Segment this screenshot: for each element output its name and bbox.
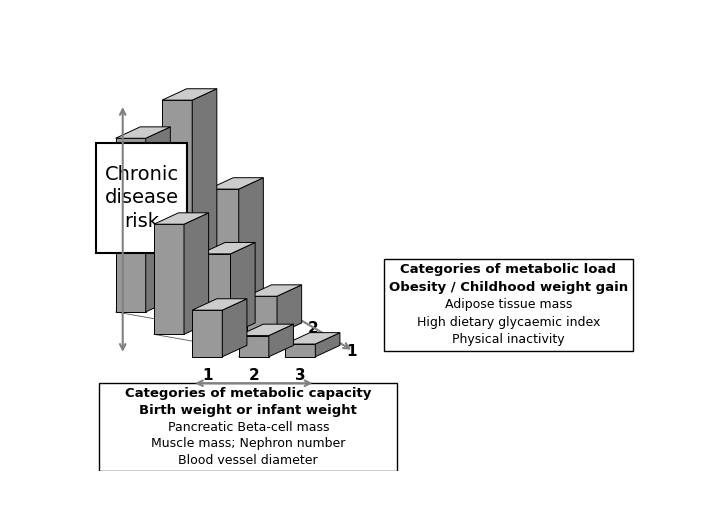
Text: Categories of metabolic load: Categories of metabolic load: [400, 263, 616, 276]
Polygon shape: [192, 299, 247, 310]
Polygon shape: [116, 138, 145, 312]
Polygon shape: [209, 189, 239, 312]
Polygon shape: [154, 224, 184, 334]
Polygon shape: [247, 285, 301, 296]
Text: Adipose tissue mass: Adipose tissue mass: [445, 298, 572, 312]
Polygon shape: [269, 324, 294, 357]
FancyBboxPatch shape: [384, 259, 633, 351]
Polygon shape: [192, 310, 222, 357]
Text: Categories of metabolic capacity: Categories of metabolic capacity: [125, 387, 371, 400]
Text: High dietary glycaemic index: High dietary glycaemic index: [417, 316, 600, 329]
Polygon shape: [316, 333, 340, 357]
Polygon shape: [222, 299, 247, 357]
Text: Obesity / Childhood weight gain: Obesity / Childhood weight gain: [388, 281, 628, 294]
Text: Chronic
disease
risk: Chronic disease risk: [104, 165, 179, 231]
Text: Birth weight or infant weight: Birth weight or infant weight: [139, 404, 357, 417]
Polygon shape: [201, 254, 230, 334]
FancyBboxPatch shape: [97, 143, 186, 253]
Polygon shape: [154, 213, 209, 224]
Text: 3: 3: [270, 299, 280, 314]
Text: 3: 3: [295, 368, 306, 382]
Polygon shape: [239, 324, 294, 335]
Polygon shape: [285, 333, 340, 344]
Polygon shape: [116, 127, 170, 138]
Polygon shape: [239, 178, 263, 312]
Text: Muscle mass; Nephron number: Muscle mass; Nephron number: [151, 437, 345, 450]
Text: Physical inactivity: Physical inactivity: [452, 333, 565, 346]
Text: 2: 2: [249, 368, 259, 382]
Polygon shape: [162, 89, 217, 100]
FancyBboxPatch shape: [99, 383, 397, 471]
Text: 1: 1: [347, 343, 357, 359]
Polygon shape: [201, 242, 255, 254]
Polygon shape: [162, 100, 192, 312]
Polygon shape: [247, 296, 277, 334]
Polygon shape: [230, 242, 255, 334]
Text: Pancreatic Beta-cell mass: Pancreatic Beta-cell mass: [167, 421, 329, 434]
Polygon shape: [192, 89, 217, 312]
Polygon shape: [145, 127, 170, 312]
Polygon shape: [209, 178, 263, 189]
Polygon shape: [184, 213, 209, 334]
Polygon shape: [239, 335, 269, 357]
Text: Blood vessel diameter: Blood vessel diameter: [179, 454, 318, 467]
Polygon shape: [277, 285, 301, 334]
Text: 2: 2: [309, 321, 319, 336]
Polygon shape: [285, 344, 316, 357]
Text: 1: 1: [202, 368, 213, 382]
